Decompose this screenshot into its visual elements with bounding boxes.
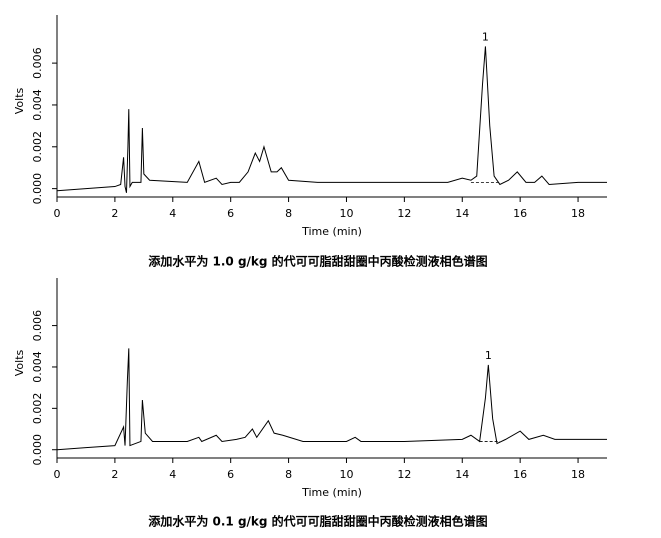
x-tick-label: 8 bbox=[285, 207, 292, 220]
x-axis-label: Time (min) bbox=[301, 486, 362, 499]
y-tick-label: 0.000 bbox=[31, 434, 44, 466]
x-tick-label: 6 bbox=[227, 468, 234, 481]
x-axis-label: Time (min) bbox=[301, 225, 362, 238]
x-tick-label: 4 bbox=[169, 468, 176, 481]
x-tick-label: 10 bbox=[339, 468, 353, 481]
caption: 添加水平为 1.0 g/kg 的代可可脂甜甜圈中丙酸检测液相色谱图 bbox=[148, 254, 487, 269]
x-tick-label: 16 bbox=[513, 468, 527, 481]
y-tick-label: 0.002 bbox=[31, 131, 44, 163]
y-tick-label: 0.004 bbox=[31, 351, 44, 383]
trace bbox=[56, 348, 607, 451]
x-tick-label: 18 bbox=[571, 207, 585, 220]
y-tick-label: 0.006 bbox=[31, 47, 44, 79]
x-tick-label: 14 bbox=[455, 468, 469, 481]
x-tick-label: 18 bbox=[571, 468, 585, 481]
x-tick-label: 12 bbox=[397, 207, 411, 220]
x-tick-label: 0 bbox=[54, 468, 61, 481]
x-tick-label: 16 bbox=[513, 207, 527, 220]
y-axis-label: Volts bbox=[13, 349, 26, 376]
y-tick-label: 0.004 bbox=[31, 89, 44, 121]
x-tick-label: 0 bbox=[54, 207, 61, 220]
x-tick-label: 10 bbox=[339, 207, 353, 220]
x-tick-label: 12 bbox=[397, 468, 411, 481]
x-tick-label: 8 bbox=[285, 468, 292, 481]
x-tick-label: 14 bbox=[455, 207, 469, 220]
x-tick-label: 4 bbox=[169, 207, 176, 220]
trace bbox=[56, 46, 607, 193]
x-tick-label: 2 bbox=[111, 468, 118, 481]
y-tick-label: 0.006 bbox=[31, 310, 44, 342]
y-tick-label: 0.002 bbox=[31, 393, 44, 425]
peak-label: 1 bbox=[485, 349, 492, 362]
caption: 添加水平为 0.1 g/kg 的代可可脂甜甜圈中丙酸检测液相色谱图 bbox=[148, 514, 487, 529]
y-axis-label: Volts bbox=[13, 87, 26, 114]
x-tick-label: 6 bbox=[227, 207, 234, 220]
peak-label: 1 bbox=[482, 30, 489, 43]
x-tick-label: 2 bbox=[111, 207, 118, 220]
y-tick-label: 0.000 bbox=[31, 173, 44, 205]
